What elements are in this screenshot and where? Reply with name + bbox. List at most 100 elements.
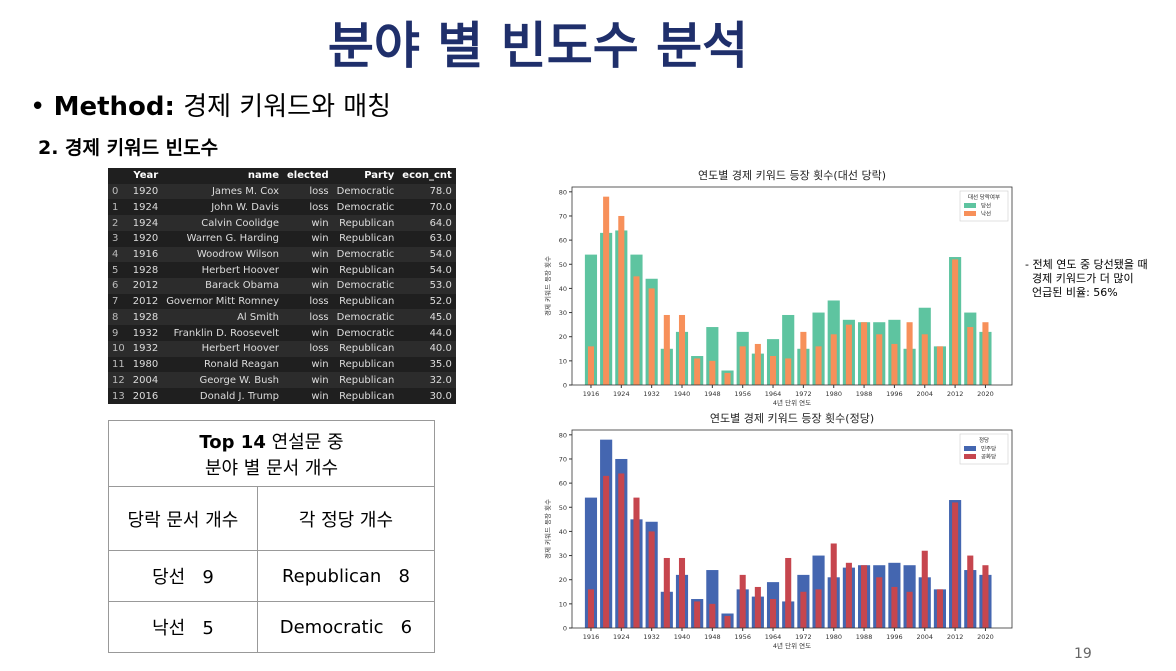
y-tick-label: 80 — [559, 188, 567, 196]
index-cell: 8 — [108, 309, 129, 326]
x-tick-label: 1972 — [795, 633, 812, 641]
cell: 1924 — [132, 201, 159, 213]
legend-label: 공화당 — [981, 454, 996, 461]
cell: loss — [283, 309, 333, 326]
cell-text: Democratic — [279, 616, 384, 638]
cell: 1928 — [128, 309, 163, 326]
row: 7 2012 Governor Mitt Romney loss Republican 5… — [108, 294, 456, 310]
cell: 52.0 — [429, 296, 452, 308]
cell: 당락 문서 개수 — [108, 486, 258, 551]
bar — [830, 334, 837, 385]
bar — [861, 565, 868, 628]
cell-text: 당선 — [152, 567, 186, 588]
x-tick-label: 1916 — [583, 390, 600, 398]
legend-swatch — [964, 203, 976, 208]
bullet-bold: Method: — [53, 92, 175, 122]
row: 10 1932 Herbert Hoover loss Republican 40.0 — [108, 340, 456, 357]
chart: 연도별 경제 키워드 등장 횟수(정당) 0 10 20 30 40 50 60 70 80 191… — [543, 412, 1013, 650]
y-tick-label: 70 — [559, 455, 567, 463]
plot-frame — [571, 186, 1013, 386]
cell: win — [311, 233, 329, 245]
y-tick-label: 40 — [559, 285, 567, 293]
summary-header: Top 14 연설문 중 분야 별 문서 개수 — [108, 420, 435, 487]
bar — [754, 586, 761, 628]
index-cell: 1 — [112, 201, 119, 213]
bar — [952, 502, 959, 628]
bar — [770, 599, 777, 628]
bar — [876, 577, 883, 628]
summary-header-text: 분야 별 문서 개수 — [204, 457, 339, 479]
row: 2 1924 Calvin Coolidge win Republican 64.0 — [108, 215, 456, 231]
cell: loss — [309, 201, 329, 213]
annotation-line: 언급된 비율: 56% — [1032, 286, 1118, 299]
x-tick-label: 2004 — [916, 390, 933, 398]
chart-title: 연도별 경제 키워드 등장 횟수(정당) — [710, 412, 874, 425]
x-tick-label: 1980 — [825, 390, 842, 398]
header-cell: Year — [133, 170, 159, 182]
cell: win — [283, 246, 333, 263]
y-tick-label: 50 — [559, 261, 567, 269]
y-tick-label: 50 — [559, 504, 567, 512]
bar — [952, 259, 959, 385]
bar — [678, 314, 686, 385]
cell: 낙선 5 — [108, 601, 258, 653]
x-tick-label: 1956 — [734, 633, 751, 641]
bar — [982, 322, 989, 385]
bar — [830, 543, 837, 628]
index-cell: 2 — [108, 215, 129, 231]
x-tick-label: 1996 — [886, 390, 903, 398]
cell: win — [283, 372, 333, 389]
bar — [800, 331, 807, 385]
x-tick-label: 2012 — [947, 633, 964, 641]
bar — [724, 372, 731, 385]
cell: Republican — [339, 264, 395, 276]
x-tick-label: 2004 — [916, 633, 933, 641]
y-axis-label: 경제 키워드 등장 횟수 — [543, 499, 552, 559]
row: 12 2004 George W. Bush win Republican 32.0 — [108, 372, 456, 389]
bar — [694, 358, 701, 385]
cell: win — [311, 358, 329, 370]
cell: 54.0 — [398, 246, 456, 263]
bar — [785, 557, 792, 628]
cell: loss — [309, 296, 329, 308]
subheading: 2. 경제 키워드 빈도수 — [38, 133, 218, 160]
cell: Republican — [332, 372, 399, 389]
index-cell: 12 — [108, 372, 129, 389]
y-tick-label: 0 — [563, 382, 567, 390]
cell: 30.0 — [429, 390, 452, 402]
bar — [618, 473, 625, 628]
bar — [709, 603, 716, 628]
cell: 70.0 — [429, 201, 452, 213]
cell: 당선 9 — [108, 550, 258, 602]
bar — [633, 276, 640, 385]
x-axis-label: 4년 단위 연도 — [773, 398, 811, 407]
cell: Calvin Coolidge — [162, 215, 283, 231]
bar — [785, 358, 792, 385]
bar — [967, 327, 974, 385]
annotation: - 전체 연도 중 당선됐을 때 경제 키워드가 더 많이 언급된 비율: 56% — [1025, 258, 1148, 300]
cell: win — [283, 278, 333, 294]
bar — [906, 322, 913, 385]
bar — [709, 360, 716, 385]
cell: 78.0 — [398, 183, 456, 200]
x-tick-label: 1916 — [583, 633, 600, 641]
cell: Al Smith — [162, 309, 283, 326]
x-tick-label: 2020 — [977, 390, 994, 398]
bar — [936, 589, 943, 628]
x-tick-label: 2020 — [977, 633, 994, 641]
index-cell: 11 — [112, 358, 125, 370]
legend-label: 낙선 — [981, 210, 991, 218]
row: 0 1920 James M. Cox loss Democratic 78.0 — [108, 183, 456, 200]
cell: loss — [283, 340, 333, 357]
legend-swatch — [964, 446, 976, 451]
cell: Donald J. Trump — [199, 390, 279, 402]
row: 5 1928 Herbert Hoover win Republican 54.0 — [108, 262, 456, 278]
row: 9 1932 Franklin D. Roosevelt win Democratic 4… — [108, 325, 456, 341]
cell: 35.0 — [429, 358, 452, 370]
cell: 40.0 — [398, 340, 456, 357]
cell: 45.0 — [398, 309, 456, 326]
bullet-text: 경제 키워드와 매칭 — [183, 92, 392, 122]
cell-text: 9 — [202, 567, 214, 588]
cell: 2012 — [128, 278, 163, 294]
